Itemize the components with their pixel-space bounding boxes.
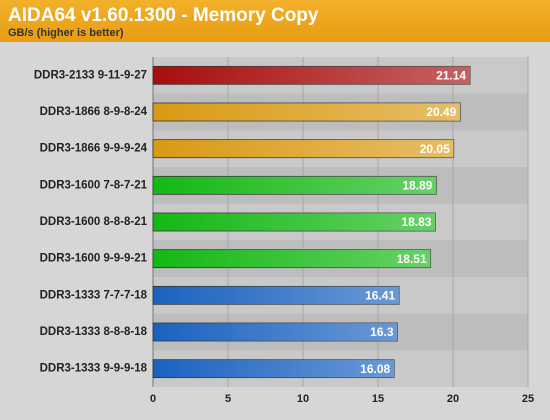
chart-subtitle: GB/s (higher is better) bbox=[8, 27, 124, 39]
y-tick-label: DDR3-1333 8-8-8-18 bbox=[40, 326, 148, 338]
bar-sheen bbox=[153, 176, 437, 195]
x-tick-label: 0 bbox=[150, 393, 156, 405]
bar-sheen bbox=[153, 66, 471, 85]
y-tick-label: DDR3-1866 8-9-8-24 bbox=[40, 106, 148, 118]
bar-sheen bbox=[153, 213, 436, 231]
bar-sheen bbox=[153, 323, 398, 341]
x-tick-label: 15 bbox=[372, 393, 384, 405]
x-tick-label: 10 bbox=[297, 393, 309, 405]
chart-title: AIDA64 v1.60.1300 - Memory Copy bbox=[8, 5, 319, 26]
value-label: 16.3 bbox=[370, 325, 394, 339]
value-label: 16.41 bbox=[365, 289, 395, 303]
value-label: 18.83 bbox=[401, 215, 431, 229]
value-label: 20.05 bbox=[420, 142, 450, 156]
bar-sheen bbox=[153, 139, 454, 158]
value-label: 16.08 bbox=[360, 362, 390, 376]
value-label: 20.49 bbox=[426, 105, 456, 119]
value-label: 21.14 bbox=[436, 69, 466, 83]
value-label: 18.51 bbox=[397, 252, 427, 266]
y-tick-label: DDR3-1600 7-8-7-21 bbox=[40, 179, 148, 191]
header bbox=[0, 0, 550, 42]
bar-sheen bbox=[153, 103, 461, 121]
y-tick-label: DDR3-1333 9-9-9-18 bbox=[40, 363, 148, 375]
bar-sheen bbox=[153, 249, 431, 268]
y-tick-label: DDR3-1600 8-8-8-21 bbox=[40, 216, 148, 228]
x-tick-label: 20 bbox=[447, 393, 459, 405]
y-tick-label: DDR3-1600 9-9-9-21 bbox=[40, 253, 148, 265]
x-tick-label: 5 bbox=[225, 393, 231, 405]
bar-sheen bbox=[153, 286, 400, 305]
x-tick-label: 25 bbox=[522, 393, 534, 405]
bar-sheen bbox=[153, 359, 395, 378]
y-tick-label: DDR3-1866 9-9-9-24 bbox=[40, 143, 148, 155]
value-label: 18.89 bbox=[402, 179, 432, 193]
plot: 0 5 10 15 20 25 DDR3-2133 9-11-9-27 21.14 DDR3-1… bbox=[34, 57, 534, 405]
y-tick-label: DDR3-1333 7-7-7-18 bbox=[40, 289, 148, 301]
y-tick-label: DDR3-2133 9-11-9-27 bbox=[34, 69, 147, 81]
